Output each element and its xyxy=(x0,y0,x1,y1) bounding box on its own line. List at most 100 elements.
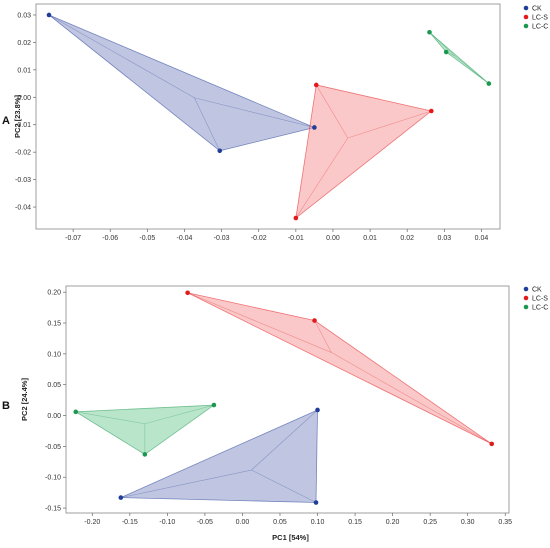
x-tick-label: 0.00 xyxy=(236,519,250,526)
y-tick-label: -0.04 xyxy=(15,205,31,212)
x-tick-label: -0.06 xyxy=(102,235,118,242)
data-point-lc-c xyxy=(427,29,432,35)
x-tick-label: 0.01 xyxy=(363,235,377,242)
x-tick-label: 0.03 xyxy=(438,235,452,242)
data-point-lc-s xyxy=(293,215,299,221)
legend-marker-ck xyxy=(523,5,529,11)
hull-edge-lc-s xyxy=(187,292,332,353)
x-tick-label: -0.15 xyxy=(122,519,138,526)
x-tick-label: 0.00 xyxy=(326,235,340,242)
x-tick-label: -0.01 xyxy=(288,235,304,242)
hull-ck xyxy=(120,409,318,503)
hull-edge-ck xyxy=(48,14,195,99)
x-tick-label: -0.07 xyxy=(65,235,81,242)
x-tick-label: 0.25 xyxy=(423,519,437,526)
y-tick-label: -0.01 xyxy=(15,122,31,129)
x-tick-label: -0.05 xyxy=(139,235,155,242)
x-tick-label: -0.20 xyxy=(84,519,100,526)
x-tick-label: 0.35 xyxy=(498,519,512,526)
x-tick-label: -0.03 xyxy=(214,235,230,242)
data-point-ck xyxy=(46,12,52,18)
legend-label-lc-c: LC-C xyxy=(532,305,548,312)
hull-lc-s xyxy=(187,292,492,445)
y-tick-label: -0.15 xyxy=(45,506,61,513)
hull-edge-lc-s xyxy=(331,352,492,445)
x-tick-label: 0.10 xyxy=(311,519,325,526)
hull-edge-lc-c xyxy=(75,411,145,425)
legend-label-lc-c: LC-C xyxy=(532,24,548,31)
y-tick-label: 0.05 xyxy=(47,382,61,389)
chart-panel-A: -0.07 -0.06 -0.05 -0.04 -0.03 -0.02 -0.01 0.00 0… xyxy=(2,3,548,242)
hull-edge-lc-c xyxy=(144,404,214,425)
legend-marker-ck xyxy=(523,286,529,292)
y-tick-label: 0.20 xyxy=(47,290,61,297)
data-point-lc-c xyxy=(443,49,449,55)
data-point-lc-s xyxy=(185,290,190,296)
x-tick-label: 0.20 xyxy=(386,519,400,526)
data-point-lc-s xyxy=(429,108,434,114)
legend-label-ck: CK xyxy=(532,6,542,13)
legend-label-lc-s: LC-S xyxy=(532,15,548,22)
data-point-lc-c xyxy=(142,452,148,457)
data-point-lc-s xyxy=(313,82,319,88)
legend-marker-lc-s xyxy=(523,14,529,20)
y-axis-label: PC2 [24.4%] xyxy=(20,378,29,421)
hull-edge-ck xyxy=(194,97,221,151)
x-tick-label: -0.02 xyxy=(251,235,267,242)
data-point-lc-s xyxy=(312,318,317,323)
x-tick-label: 0.30 xyxy=(461,519,475,526)
x-tick-label: 0.15 xyxy=(348,519,362,526)
hull-edge-lc-c xyxy=(454,55,490,84)
hull-edge-ck xyxy=(251,469,317,503)
hull-edge-lc-s xyxy=(295,137,349,219)
legend-label-lc-s: LC-S xyxy=(532,296,548,303)
hull-edge-ck xyxy=(194,97,315,128)
legend-marker-lc-c xyxy=(523,23,529,29)
hull-edge-lc-s xyxy=(347,110,432,139)
x-tick-label: -0.10 xyxy=(159,519,175,526)
hull-lc-s xyxy=(295,84,433,219)
x-tick-label: 0.04 xyxy=(475,235,489,242)
y-tick-label: -0.10 xyxy=(45,475,61,482)
hull-edge-lc-s xyxy=(315,84,349,139)
y-tick-label: 0.15 xyxy=(47,321,61,328)
x-tick-label: -0.04 xyxy=(176,235,192,242)
data-point-lc-s xyxy=(489,441,495,447)
y-axis-label: PC2 [23.8%] xyxy=(13,95,22,138)
legend-label-ck: CK xyxy=(532,287,542,294)
y-tick-label: -0.05 xyxy=(45,444,61,451)
y-tick-label: 0.02 xyxy=(17,40,31,47)
y-tick-label: 0.00 xyxy=(17,95,31,102)
y-tick-label: -0.03 xyxy=(15,177,31,184)
data-point-ck xyxy=(315,407,320,413)
x-tick-label: 0.05 xyxy=(273,519,287,526)
x-tick-label: -0.05 xyxy=(197,519,213,526)
data-point-ck xyxy=(313,500,319,505)
hull-edge-lc-s xyxy=(314,320,332,353)
y-tick-label: -0.02 xyxy=(15,150,31,157)
x-axis-label: PC1 [54%] xyxy=(272,533,309,542)
hull-ck xyxy=(48,14,316,152)
data-point-ck xyxy=(217,148,223,154)
hull-lc-c xyxy=(74,404,216,455)
hull-edge-ck xyxy=(251,409,318,471)
chart-panel-B: -0.20 -0.15 -0.10 -0.05 0.00 0.05 0.10 0.15 0.20… xyxy=(2,285,548,542)
panel-letter: A xyxy=(2,115,10,127)
hull-edge-ck xyxy=(120,469,252,498)
plot-frame xyxy=(35,3,501,230)
data-point-ck xyxy=(118,495,124,500)
data-point-lc-c xyxy=(211,402,217,408)
legend-marker-lc-s xyxy=(523,295,529,301)
y-tick-label: 0.10 xyxy=(47,351,61,358)
y-tick-label: 0.03 xyxy=(17,12,31,19)
hull-edge-lc-c xyxy=(429,32,456,57)
legend-marker-lc-c xyxy=(523,304,529,310)
hull-lc-c xyxy=(429,31,490,84)
data-point-lc-c xyxy=(486,81,492,86)
data-point-ck xyxy=(312,125,317,130)
y-tick-label: 0.01 xyxy=(17,67,31,74)
panel-letter: B xyxy=(2,400,10,412)
y-tick-label: 0.00 xyxy=(47,413,61,420)
x-tick-label: 0.02 xyxy=(400,235,414,242)
